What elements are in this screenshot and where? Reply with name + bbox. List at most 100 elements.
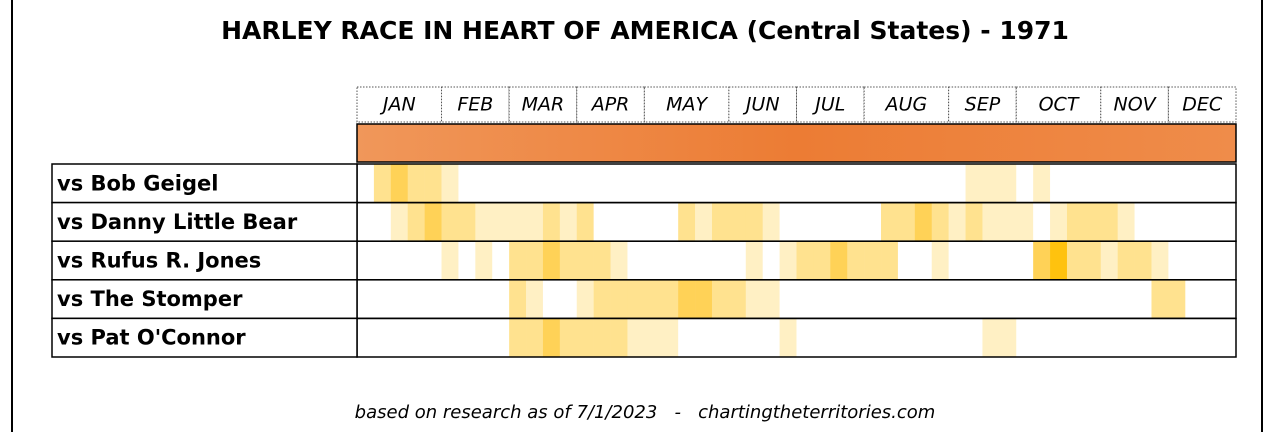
heat-cell (1219, 202, 1237, 242)
heat-cell (492, 318, 510, 357)
heat-cell (1016, 279, 1034, 319)
heat-cell (1134, 241, 1152, 280)
heat-cell (627, 279, 645, 319)
heat-cell (830, 241, 848, 280)
row-label: vs Pat O'Connor (57, 326, 246, 350)
heat-cell (373, 279, 392, 319)
heat-cell (1066, 279, 1085, 319)
month-header (1167, 86, 1237, 123)
month-header (863, 86, 950, 123)
heat-cell (1100, 241, 1118, 280)
heat-cell (559, 241, 578, 280)
heat-cell (897, 279, 916, 319)
heat-cell (526, 318, 544, 357)
heat-cell (559, 279, 578, 319)
heat-cell (357, 202, 375, 242)
month-header (441, 86, 510, 123)
heat-cell (373, 202, 392, 242)
heat-cell (661, 164, 679, 203)
heat-cell (1219, 241, 1237, 280)
month-header (356, 86, 443, 123)
row-label-box (51, 201, 358, 242)
heat-cell (492, 164, 510, 203)
heat-cell (914, 241, 933, 280)
heat-cell (728, 279, 747, 319)
heat-cell (847, 241, 865, 280)
heat-cell (711, 241, 730, 280)
heat-cell (948, 164, 966, 203)
heat-cell (661, 241, 679, 280)
heat-cell (424, 318, 442, 357)
heat-cell (661, 202, 679, 242)
heat-cell (1066, 164, 1085, 203)
heat-cell (999, 241, 1017, 280)
heat-cell (1151, 164, 1169, 203)
heat-cell (999, 164, 1017, 203)
heat-cell (441, 202, 459, 242)
year-bar (356, 123, 1237, 163)
heat-cell (509, 318, 527, 357)
heat-cell (864, 164, 882, 203)
heat-cell (728, 318, 747, 357)
heat-cell (373, 241, 392, 280)
heat-cell (492, 241, 510, 280)
heat-cell (1016, 202, 1034, 242)
heat-cell (711, 164, 730, 203)
month-label: MAY (666, 94, 708, 116)
heat-cell (897, 241, 916, 280)
heat-cell (458, 164, 476, 203)
heat-cell (931, 241, 949, 280)
heat-cell (678, 279, 696, 319)
heat-cell (1066, 241, 1085, 280)
heat-cell (1151, 318, 1169, 357)
heat-cell (728, 164, 747, 203)
heat-cell (1117, 318, 1135, 357)
heat-cell (881, 164, 899, 203)
heat-cell (644, 279, 662, 319)
heat-cell (762, 202, 780, 242)
heat-cell (576, 279, 594, 319)
heat-cell (542, 318, 561, 357)
heat-cell (965, 164, 983, 203)
heat-cell (745, 279, 763, 319)
heat-cell (627, 202, 645, 242)
heat-cell (1202, 279, 1220, 319)
heat-cell (847, 279, 865, 319)
heat-cell (458, 202, 476, 242)
heat-cell (458, 279, 476, 319)
month-label: MAR (522, 94, 565, 116)
heat-cell (1033, 241, 1051, 280)
heat-cell (407, 164, 425, 203)
heat-cell (931, 164, 949, 203)
month-label: SEP (965, 94, 1001, 116)
heat-cell (610, 279, 628, 319)
heat-cell (864, 279, 882, 319)
heat-cell (779, 164, 797, 203)
heat-cell (1016, 241, 1034, 280)
heat-cell (441, 164, 459, 203)
heat-cell (509, 241, 527, 280)
heat-cell (1033, 279, 1051, 319)
heat-cell (914, 202, 933, 242)
heat-cell (948, 241, 966, 280)
heat-cell (847, 164, 865, 203)
heat-cell (999, 202, 1017, 242)
heat-cell (509, 279, 527, 319)
heat-cell (458, 318, 476, 357)
heat-cell (424, 241, 442, 280)
heat-cell (1117, 164, 1135, 203)
heat-cell (441, 318, 459, 357)
heat-cell (1033, 164, 1051, 203)
heat-cell (1134, 318, 1152, 357)
heat-cell (881, 279, 899, 319)
month-label: JUN (742, 94, 780, 116)
heat-cell (914, 164, 933, 203)
heat-cell (1185, 279, 1203, 319)
heat-cell (728, 241, 747, 280)
heat-cell (441, 241, 459, 280)
month-header (643, 86, 730, 123)
heat-cell (1168, 241, 1186, 280)
heat-cell (796, 164, 814, 203)
heat-cell (695, 164, 713, 203)
